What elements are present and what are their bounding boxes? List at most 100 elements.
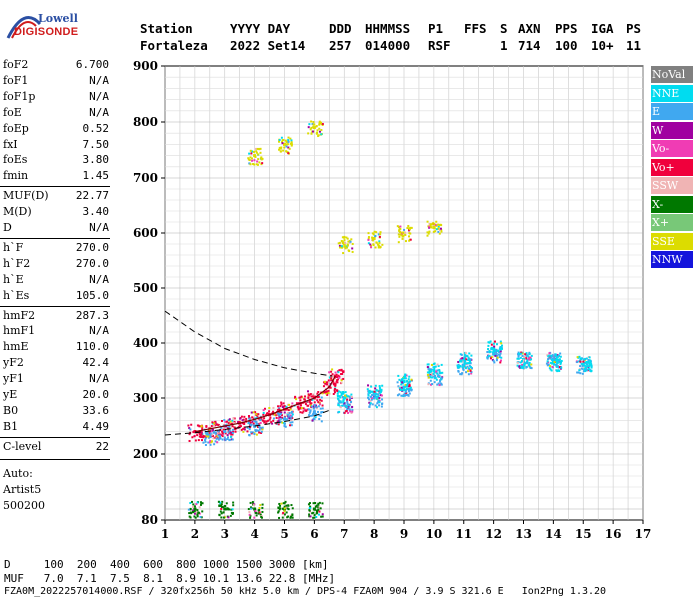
echo-mark xyxy=(371,239,374,242)
echo-mark xyxy=(408,385,411,388)
echo-mark xyxy=(330,379,333,382)
echo-mark xyxy=(528,351,531,354)
echo-mark xyxy=(428,370,431,373)
echo-mark xyxy=(310,126,313,129)
echo-mark xyxy=(588,364,591,367)
auto-scaling-line1: Auto: xyxy=(3,466,33,480)
echo-mark xyxy=(278,139,281,142)
data-point xyxy=(312,126,316,130)
echo-mark xyxy=(432,372,435,375)
echo-mark xyxy=(260,163,263,166)
footer-distance-line: D 100 200 400 600 800 1000 1500 3000 [km… xyxy=(4,558,329,571)
param-value: N/A xyxy=(89,272,109,286)
echo-mark xyxy=(366,388,369,391)
echo-mark xyxy=(367,238,370,241)
echo-mark xyxy=(306,408,309,411)
echo-mark xyxy=(522,359,525,362)
echo-mark xyxy=(203,435,206,438)
echo-mark xyxy=(435,228,438,231)
echo-mark xyxy=(205,425,208,428)
echo-mark xyxy=(590,369,593,372)
echo-mark xyxy=(350,393,353,396)
y-tick-label: 700 xyxy=(133,171,158,185)
param-value: N/A xyxy=(89,372,109,386)
echo-mark xyxy=(397,226,400,229)
echo-mark xyxy=(210,425,213,428)
echo-mark xyxy=(493,361,496,364)
echo-mark xyxy=(380,388,383,391)
echo-mark xyxy=(234,430,237,433)
echo-mark xyxy=(338,241,341,244)
echo-mark xyxy=(340,394,343,397)
echo-mark xyxy=(188,433,191,436)
echo-mark xyxy=(378,401,381,404)
echo-mark xyxy=(202,434,205,437)
echo-mark xyxy=(260,157,263,160)
echo-mark xyxy=(312,407,315,410)
echo-mark xyxy=(259,513,262,516)
echo-mark xyxy=(250,507,253,510)
param-label: C-level xyxy=(3,439,42,453)
echo-mark xyxy=(231,425,234,428)
echo-mark xyxy=(407,387,410,390)
echo-mark xyxy=(344,245,347,248)
echo-mark xyxy=(489,357,492,360)
echo-mark xyxy=(488,351,491,354)
echo-mark xyxy=(337,242,340,245)
echo-mark xyxy=(428,230,431,233)
echo-mark xyxy=(281,516,284,519)
echo-mark xyxy=(340,239,343,242)
echo-mark xyxy=(290,504,293,507)
echo-mark xyxy=(466,365,469,368)
legend-item-ssw: SSW xyxy=(651,177,693,194)
echo-mark xyxy=(215,437,218,440)
echo-mark xyxy=(208,434,211,437)
param-row: yF1 N/A xyxy=(3,372,109,388)
echo-mark xyxy=(189,508,192,511)
echo-mark xyxy=(337,399,340,402)
echo-mark xyxy=(587,367,590,370)
echo-mark xyxy=(348,395,351,398)
echo-mark xyxy=(200,432,203,435)
echo-mark xyxy=(243,428,246,431)
echo-mark xyxy=(261,506,264,509)
echo-mark xyxy=(308,400,311,403)
echo-mark xyxy=(215,423,218,426)
echo-mark xyxy=(327,381,330,384)
param-row: D N/A xyxy=(3,221,109,237)
echo-mark xyxy=(257,158,260,161)
echo-mark xyxy=(367,393,370,396)
echo-mark xyxy=(283,422,286,425)
echo-mark xyxy=(378,235,381,238)
param-value: 4.49 xyxy=(82,419,110,433)
echo-mark xyxy=(287,504,290,507)
echo-mark xyxy=(287,146,290,149)
echo-mark xyxy=(590,364,593,367)
echo-mark xyxy=(346,244,349,247)
data-point xyxy=(253,154,257,158)
echo-mark xyxy=(332,392,335,395)
echo-mark xyxy=(287,140,290,143)
echo-mark xyxy=(371,236,374,239)
echo-mark xyxy=(380,405,383,408)
echo-mark xyxy=(439,227,442,230)
echo-mark xyxy=(463,353,466,356)
echo-mark xyxy=(252,422,255,425)
echo-mark xyxy=(470,367,473,370)
echo-mark xyxy=(404,373,407,376)
echo-mark xyxy=(221,438,224,441)
echo-mark xyxy=(555,363,558,366)
echo-mark xyxy=(279,147,282,150)
echo-mark xyxy=(252,411,255,414)
echo-mark xyxy=(263,421,266,424)
echo-mark xyxy=(291,416,294,419)
header-label-ps: PS xyxy=(626,21,642,36)
echo-mark xyxy=(496,354,499,357)
echo-mark xyxy=(290,141,293,144)
data-point xyxy=(432,369,436,372)
echo-mark xyxy=(583,364,586,367)
echo-mark xyxy=(261,510,264,513)
echo-mark xyxy=(231,431,234,434)
echo-mark xyxy=(343,245,346,248)
header-label-ffs: FFS xyxy=(464,21,487,36)
